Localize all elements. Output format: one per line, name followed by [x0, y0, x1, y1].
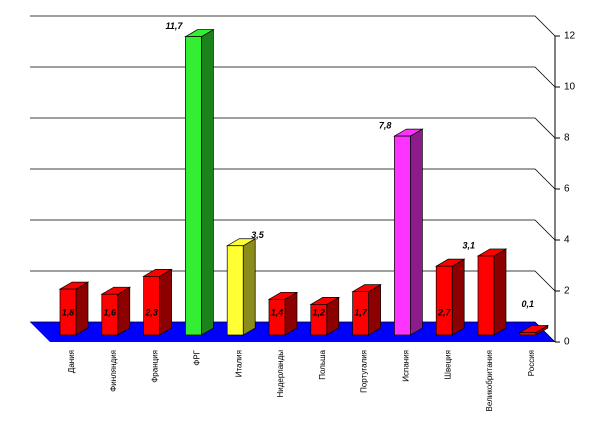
bar-side [75, 281, 89, 336]
bar [226, 245, 244, 336]
grid-line [30, 219, 556, 241]
value-label: 7,8 [379, 120, 392, 130]
value-label: 2,3 [144, 307, 158, 317]
bar [143, 276, 160, 336]
x-tick-label: ФРГ [193, 349, 202, 365]
y-tick-label: 0 [564, 337, 570, 348]
bar [268, 298, 286, 336]
bar-side [201, 29, 214, 336]
x-tick-label: Португалия [360, 350, 369, 393]
bar [519, 332, 537, 336]
value-label: 1,6 [104, 307, 118, 317]
x-tick-label: Россия [527, 350, 536, 376]
x-tick-label: Польша [318, 349, 327, 379]
grid-line [30, 168, 556, 190]
grid-line [30, 270, 556, 292]
x-tick-label: Нидерланды [276, 350, 285, 398]
bar [394, 135, 411, 336]
value-label: 11,7 [166, 21, 184, 31]
bar-side [117, 286, 131, 336]
y-tick-label: 8 [564, 133, 570, 144]
bar [59, 288, 77, 336]
bar-side [284, 291, 298, 336]
bar-side [368, 284, 381, 336]
value-label: 1,7 [354, 307, 368, 317]
bar [185, 36, 202, 336]
x-tick-label: Великобритания [485, 350, 494, 411]
x-tick-label: Испания [402, 350, 411, 382]
x-tick-label: Дания [67, 350, 76, 373]
value-label: 3,1 [462, 240, 475, 250]
bar [101, 293, 119, 336]
y-tick-label: 4 [564, 235, 570, 246]
value-label: 0,1 [522, 299, 535, 309]
grid-line [30, 66, 556, 88]
bar [352, 291, 369, 336]
y-tick-label: 10 [564, 82, 576, 93]
bar [477, 255, 495, 336]
x-tick-label: Франция [151, 350, 160, 383]
y-tick-label: 2 [564, 286, 570, 297]
x-tick-label: Италия [234, 350, 243, 377]
value-label: 2,7 [437, 307, 452, 317]
grid-line [30, 117, 556, 139]
value-label: 1,8 [62, 307, 75, 317]
bar-side [493, 248, 507, 336]
bar-side [242, 238, 256, 336]
x-tick-label: Финляндия [109, 350, 118, 392]
value-label: 1,4 [271, 307, 284, 317]
value-label: 3,5 [251, 230, 265, 240]
grid-line [30, 15, 556, 37]
bar [310, 304, 328, 336]
bar-side [451, 258, 465, 336]
bar-side [410, 128, 423, 336]
y-tick-label: 12 [564, 31, 576, 42]
bar [435, 265, 453, 336]
y-tick-label: 6 [564, 184, 570, 195]
value-label: 1,2 [313, 307, 326, 317]
x-tick-label: Швеция [443, 350, 452, 379]
bar-side [159, 268, 172, 336]
